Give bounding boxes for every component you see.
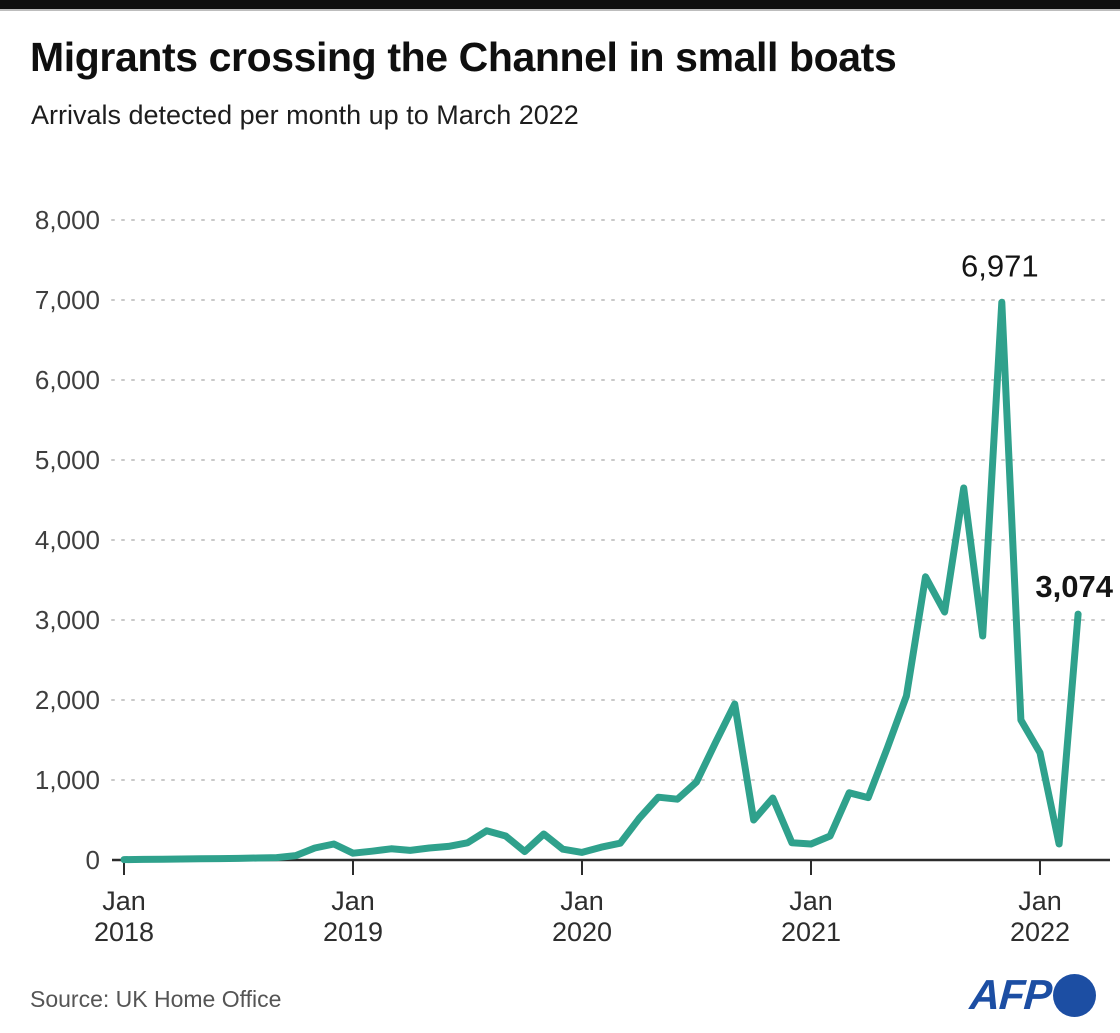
y-axis-label: 2,000 [35, 685, 100, 715]
x-tick-label-year: 2020 [552, 917, 612, 947]
y-axis-label: 7,000 [35, 285, 100, 315]
afp-globe-icon [1053, 973, 1096, 1017]
y-axis-label: 3,000 [35, 605, 100, 635]
y-axis-label: 8,000 [35, 205, 100, 235]
annotation-6971: 6,971 [961, 248, 1039, 283]
afp-logo-text: AFP [968, 971, 1053, 1018]
top-accent-bar [0, 0, 1120, 9]
y-axis-label: 6,000 [35, 365, 100, 395]
annotation-3074: 3,074 [1035, 569, 1113, 604]
x-tick-label-year: 2021 [781, 917, 841, 947]
page-subtitle: Arrivals detected per month up to March … [31, 100, 579, 130]
afp-logo: AFP [968, 969, 1096, 1021]
y-axis-label: 4,000 [35, 525, 100, 555]
page-title: Migrants crossing the Channel in small b… [30, 34, 897, 80]
x-tick-label-month: Jan [331, 886, 375, 916]
x-tick-label-month: Jan [102, 886, 146, 916]
top-accent-bar-edge [0, 9, 1120, 11]
source-label: Source: UK Home Office [30, 986, 282, 1012]
y-axis-label: 1,000 [35, 765, 100, 795]
y-axis-label: 5,000 [35, 445, 100, 475]
x-tick-label-year: 2019 [323, 917, 383, 947]
series-line [120, 298, 1082, 864]
x-tick-label-month: Jan [1018, 886, 1062, 916]
x-tick-label-year: 2022 [1010, 917, 1070, 947]
x-tick-label-month: Jan [560, 886, 604, 916]
y-axis-label: 0 [86, 845, 100, 875]
x-tick-label-year: 2018 [94, 917, 154, 947]
x-tick-label-month: Jan [789, 886, 833, 916]
